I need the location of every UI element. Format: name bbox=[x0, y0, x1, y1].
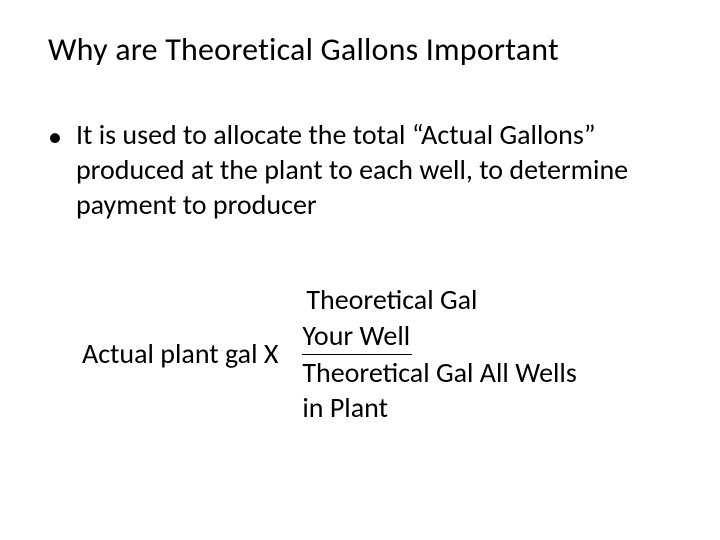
formula-left-factor: Actual plant gal X bbox=[82, 336, 278, 372]
slide-title: Why are Theoretical Gallons Important bbox=[48, 30, 672, 69]
bullet-text: It is used to allocate the total “Actual… bbox=[76, 117, 672, 222]
formula-block: Actual plant gal X Theoretical Gal Your … bbox=[48, 282, 672, 426]
numerator-line-2: Your Well bbox=[302, 318, 412, 355]
denominator-line-1: Theoretical Gal All Wells bbox=[302, 355, 576, 391]
numerator-line-1: Theoretical Gal bbox=[306, 282, 576, 318]
denominator-line-2: in Plant bbox=[302, 390, 576, 426]
bullet-marker: • bbox=[48, 119, 62, 155]
formula-fraction: Theoretical Gal Your Well Theoretical Ga… bbox=[302, 282, 576, 426]
bullet-item: • It is used to allocate the total “Actu… bbox=[48, 117, 672, 222]
